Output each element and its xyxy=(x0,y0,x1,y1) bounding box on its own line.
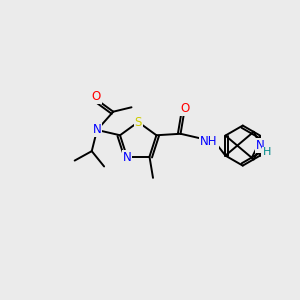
Text: N: N xyxy=(123,151,131,164)
Text: S: S xyxy=(134,116,142,128)
Text: H: H xyxy=(263,147,272,157)
Text: O: O xyxy=(180,102,189,115)
Text: NH: NH xyxy=(200,135,218,148)
Text: N: N xyxy=(93,124,101,136)
Text: O: O xyxy=(92,90,101,103)
Text: N: N xyxy=(256,139,265,152)
